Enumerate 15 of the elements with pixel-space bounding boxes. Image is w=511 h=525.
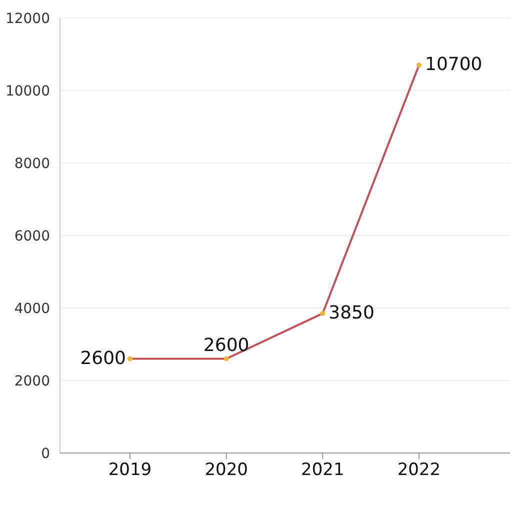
y-tick-label: 2000	[14, 374, 50, 390]
y-tick-label: 12000	[5, 11, 50, 27]
y-tick-label: 4000	[14, 301, 50, 317]
y-tick-label: 6000	[14, 228, 50, 244]
y-tick-label: 8000	[14, 156, 50, 172]
data-label: 3850	[328, 302, 374, 324]
data-label: 2600	[203, 334, 250, 356]
x-tick-label: 2019	[108, 460, 152, 480]
x-tick-label: 2021	[301, 460, 344, 480]
data-label: 2600	[80, 348, 126, 369]
y-tick-label: 0	[41, 446, 50, 462]
x-tick-label: 2022	[397, 460, 441, 480]
x-tick-label: 2020	[204, 460, 248, 480]
data-label: 10700	[425, 54, 482, 76]
y-tick-label: 10000	[5, 84, 50, 100]
